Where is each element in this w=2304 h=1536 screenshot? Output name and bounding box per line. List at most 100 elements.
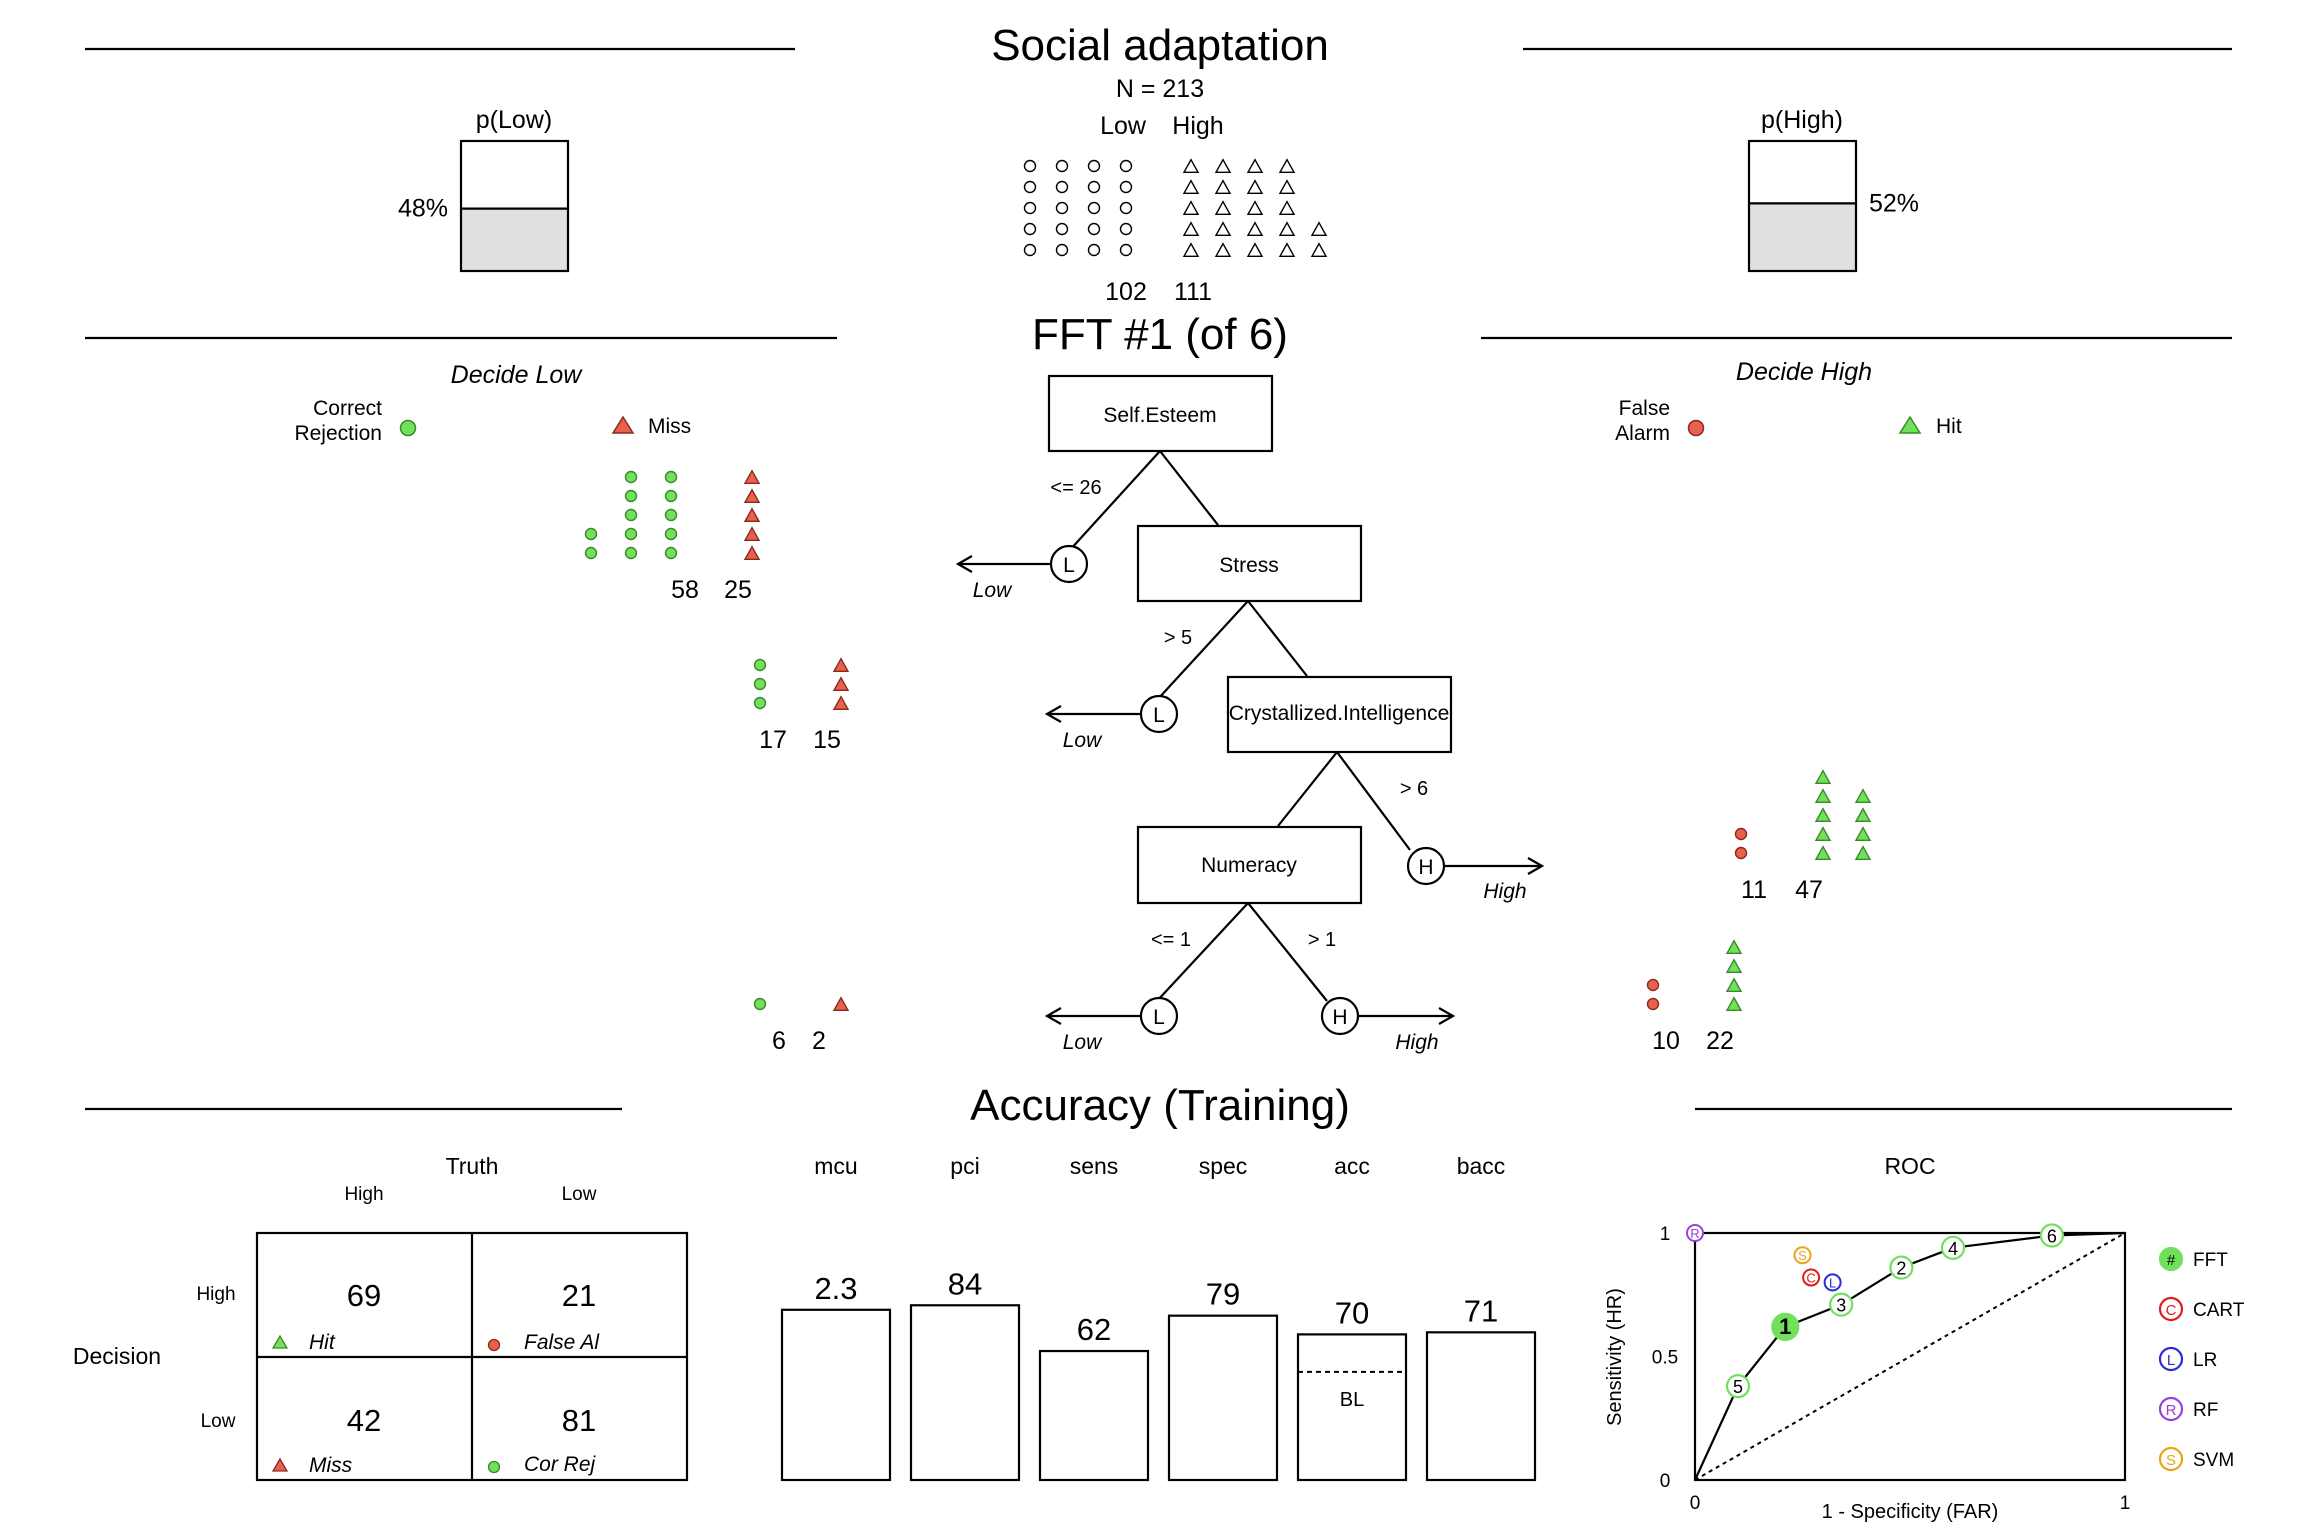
threshold-numeracy-high: > 1 bbox=[1308, 929, 1336, 951]
false-alarm-icon bbox=[1734, 827, 1748, 841]
false-alarm-icon bbox=[1646, 978, 1660, 992]
cell-cr-value: 81 bbox=[562, 1403, 596, 1438]
exit-label-4-low: Low bbox=[1063, 1031, 1103, 1054]
miss-icon bbox=[743, 488, 761, 503]
roc-fft-point bbox=[1940, 1235, 1966, 1260]
accuracy-bars: mcu 2.3 pci 84 sens 62 spec 79 acc 70 BL bacc 71 bbox=[780, 1153, 1537, 1482]
roc-fft-curve bbox=[1693, 1231, 2126, 1481]
bar-mcu bbox=[780, 1308, 892, 1482]
count-hit-4: 22 bbox=[1706, 1027, 1734, 1055]
correct-rejection-icon bbox=[664, 508, 678, 522]
roc-fft-point bbox=[1725, 1374, 1751, 1399]
roc-lr-point-label: L bbox=[1829, 1275, 1836, 1290]
p-low-fill bbox=[461, 208, 568, 271]
roc-rf-point-label: R bbox=[1690, 1226, 1699, 1241]
bar-bacc bbox=[1425, 1331, 1537, 1482]
roc-legend-svm-symbol: S bbox=[2166, 1452, 2176, 1469]
low-class-icon bbox=[1055, 201, 1069, 215]
legend-false-alarm-line1: False bbox=[1619, 397, 1670, 420]
threshold-self-esteem: <= 26 bbox=[1050, 477, 1101, 499]
bar-value-bacc: 71 bbox=[1464, 1293, 1498, 1328]
correct-rejection-icon bbox=[753, 997, 767, 1011]
high-class-icon bbox=[1278, 179, 1296, 195]
exit-label-4-high: High bbox=[1395, 1031, 1438, 1054]
hit-icon bbox=[1814, 845, 1832, 860]
tree-edges bbox=[1068, 450, 1411, 1002]
roc-legend-rf-label: RF bbox=[2193, 1400, 2218, 1421]
cue-node-stress bbox=[1136, 524, 1363, 603]
legend-correct-rejection-line1: Correct bbox=[313, 397, 382, 420]
roc-legend-svm-icon bbox=[2158, 1446, 2184, 1472]
hit-icon bbox=[1854, 788, 1872, 803]
bar-spec bbox=[1167, 1314, 1279, 1482]
count-cr-1: 58 bbox=[671, 576, 699, 604]
roc-x-tick: 1 bbox=[2120, 1493, 2131, 1514]
leaf-label-2: L bbox=[1153, 704, 1165, 727]
roc-plot: ROC 0 1 0 0.5 1 1 - Specificity (FAR) Sensitivi… bbox=[1604, 1153, 2245, 1523]
confusion-row-high: High bbox=[196, 1284, 235, 1305]
tree-title: FFT #1 (of 6) bbox=[1032, 310, 1288, 359]
leaf-node-2 bbox=[1139, 694, 1179, 734]
leaf-label-3: H bbox=[1418, 856, 1433, 879]
correct-rejection-icon bbox=[584, 527, 598, 541]
cell-fa-label: False Al bbox=[524, 1331, 600, 1354]
roc-fft-point bbox=[1889, 1255, 1914, 1280]
roc-svm-point-label: S bbox=[1798, 1248, 1807, 1263]
bar-value-mcu: 2.3 bbox=[814, 1271, 857, 1306]
leaf-label-4-high: H bbox=[1332, 1006, 1347, 1029]
miss-icon bbox=[832, 695, 850, 710]
high-class-icon bbox=[1182, 200, 1200, 216]
low-class-icon bbox=[1087, 222, 1101, 236]
roc-x-label: 1 - Specificity (FAR) bbox=[1822, 1501, 1999, 1523]
bar-acc bbox=[1296, 1333, 1408, 1482]
roc-legend-lr-label: LR bbox=[2193, 1350, 2217, 1371]
cell-miss-value: 42 bbox=[347, 1403, 381, 1438]
roc-legend-cart-symbol: C bbox=[2166, 1302, 2177, 1319]
legend-miss-label: Miss bbox=[648, 415, 691, 438]
low-class-icon bbox=[1023, 180, 1037, 194]
count-fa-4: 10 bbox=[1652, 1027, 1680, 1055]
roc-fft-point bbox=[1829, 1292, 1854, 1317]
correct-rejection-icon bbox=[584, 546, 598, 560]
roc-fft-point-label: 6 bbox=[2047, 1226, 2057, 1246]
correct-rejection-icon bbox=[664, 470, 678, 484]
roc-svm-point bbox=[1793, 1246, 1812, 1265]
hit-icon bbox=[1814, 769, 1832, 784]
confusion-col-high: High bbox=[344, 1184, 383, 1205]
roc-legend-svm-label: SVM bbox=[2193, 1450, 2234, 1471]
correct-rejection-icon bbox=[624, 470, 638, 484]
bar-category-pci: pci bbox=[950, 1153, 979, 1179]
high-class-icon bbox=[1214, 242, 1232, 257]
high-class-icon bbox=[1246, 179, 1264, 195]
roc-y-label: Sensitivity (HR) bbox=[1604, 1288, 1626, 1426]
legend-miss-icon bbox=[611, 415, 635, 434]
count-miss-4: 2 bbox=[812, 1027, 826, 1055]
exit-arrows bbox=[955, 555, 1545, 1025]
bar-category-mcu: mcu bbox=[814, 1153, 857, 1179]
roc-fft-point-label: 2 bbox=[1896, 1259, 1906, 1279]
low-class-icon bbox=[1119, 159, 1133, 173]
bar-category-bacc: bacc bbox=[1457, 1153, 1506, 1179]
high-class-icon bbox=[1246, 221, 1264, 237]
confusion-col-low: Low bbox=[562, 1184, 597, 1205]
low-class-icon bbox=[1087, 243, 1101, 257]
cell-cr-icon bbox=[487, 1460, 501, 1474]
low-class-label: Low bbox=[1100, 112, 1147, 140]
correct-rejection-icon bbox=[753, 677, 767, 691]
legend-false-alarm-line2: Alarm bbox=[1615, 422, 1670, 445]
count-fa-3: 11 bbox=[1741, 876, 1767, 904]
count-miss-2: 15 bbox=[813, 726, 841, 754]
confusion-decision-label: Decision bbox=[73, 1343, 161, 1369]
accuracy-title: Accuracy (Training) bbox=[970, 1081, 1350, 1130]
exit-label-1: Low bbox=[973, 579, 1013, 602]
high-class-icon bbox=[1246, 158, 1264, 174]
p-low-value: 48% bbox=[398, 195, 448, 223]
correct-rejection-icon bbox=[753, 696, 767, 710]
exit-label-2: Low bbox=[1063, 729, 1103, 752]
correct-rejection-icon bbox=[753, 658, 767, 672]
hit-icon bbox=[1854, 807, 1872, 822]
false-alarm-icon bbox=[1734, 846, 1748, 860]
roc-fft-point bbox=[1771, 1312, 1800, 1341]
miss-icon bbox=[743, 507, 761, 522]
roc-legend-fft-label: FFT bbox=[2193, 1250, 2228, 1271]
